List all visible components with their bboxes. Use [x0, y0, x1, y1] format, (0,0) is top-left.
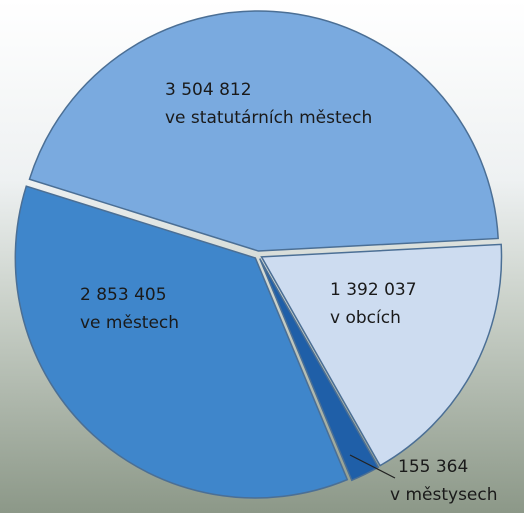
category-label: ve městech	[80, 313, 179, 333]
category-label: ve statutárních městech	[165, 108, 372, 128]
category-label: v městysech	[390, 485, 498, 505]
value-label: 3 504 812	[165, 80, 252, 100]
chart: 3 504 812 ve statutárních městech 1 392 03…	[0, 0, 524, 513]
value-label: 1 392 037	[330, 280, 417, 300]
value-label: 155 364	[398, 457, 468, 477]
category-label: v obcích	[330, 308, 401, 328]
value-label: 2 853 405	[80, 285, 167, 305]
